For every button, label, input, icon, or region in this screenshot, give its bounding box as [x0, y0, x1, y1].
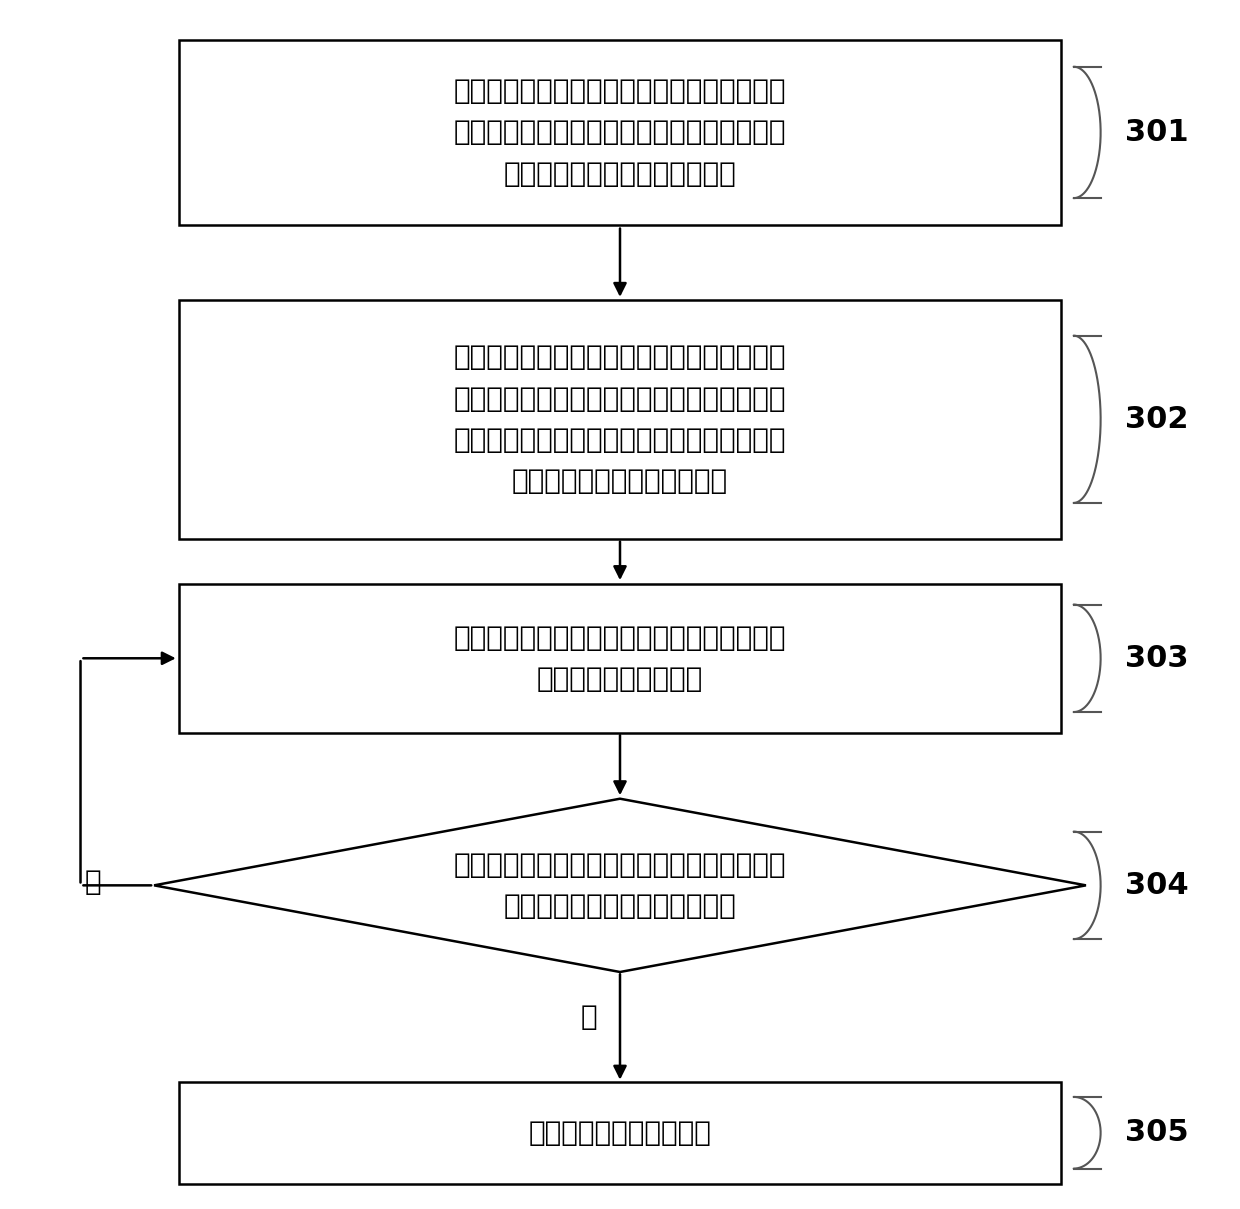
- Bar: [179, 300, 1061, 539]
- Text: 当回水温度或出水温度与冷媒液管温度的差值
大于或等于第一预设阈值，且节流元件的关闭
时长大于或等于第二预设阈值时，控制加热单
元和地暖用水模块的水泵开启: 当回水温度或出水温度与冷媒液管温度的差值 大于或等于第一预设阈值，且节流元件的关…: [454, 343, 786, 494]
- Text: 303: 303: [1125, 643, 1189, 672]
- Text: 否: 否: [582, 1002, 598, 1031]
- Bar: [179, 1082, 1061, 1184]
- Text: 获取地暖用水模块的回水温度或出水温度与地
暖用水模块的冷媒液管温度的差值，以及地暖
用水模块的节流元件的关闭时长: 获取地暖用水模块的回水温度或出水温度与地 暖用水模块的冷媒液管温度的差值，以及地…: [454, 77, 786, 187]
- Text: 301: 301: [1125, 118, 1189, 147]
- Text: 304: 304: [1125, 870, 1189, 899]
- Bar: [179, 584, 1061, 733]
- Text: 是: 是: [84, 868, 102, 896]
- Text: 判断回水温度或出水温度与冷媒液管温度的差
值是否大于或等于第一预设阈值: 判断回水温度或出水温度与冷媒液管温度的差 值是否大于或等于第一预设阈值: [454, 851, 786, 920]
- Text: 在第二预设时长后，获取回水温度或出水温度
与冷媒液管温度的差值: 在第二预设时长后，获取回水温度或出水温度 与冷媒液管温度的差值: [454, 624, 786, 693]
- Polygon shape: [154, 799, 1086, 972]
- Text: 302: 302: [1125, 405, 1189, 434]
- Text: 控制加热单元和水泵关闭: 控制加热单元和水泵关闭: [528, 1118, 712, 1147]
- Bar: [179, 40, 1061, 225]
- Text: 305: 305: [1125, 1118, 1189, 1147]
